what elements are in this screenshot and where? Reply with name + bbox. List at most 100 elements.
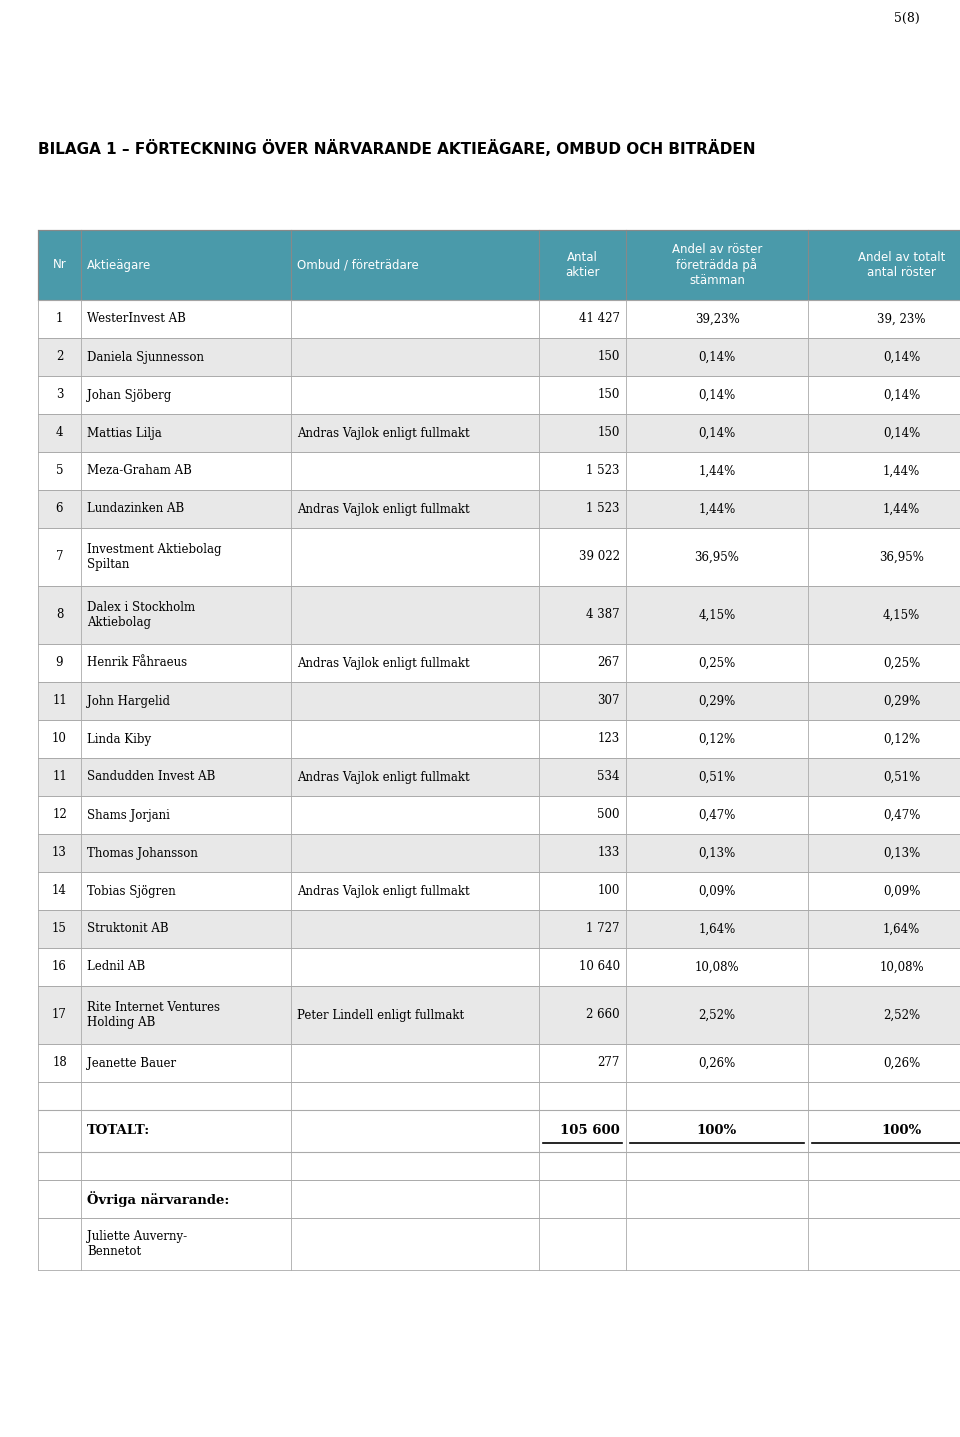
Text: 0,14%: 0,14% (883, 388, 920, 401)
Text: 2,52%: 2,52% (699, 1009, 735, 1022)
Bar (38, 300, 960, 338)
Text: Jeanette Bauer: Jeanette Bauer (87, 1056, 176, 1069)
Text: 0,14%: 0,14% (883, 427, 920, 440)
Text: 0,09%: 0,09% (883, 885, 921, 898)
Text: Linda Kiby: Linda Kiby (87, 733, 151, 746)
Text: 5(8): 5(8) (895, 11, 920, 24)
Bar (38, 910, 960, 948)
Text: 0,14%: 0,14% (698, 427, 735, 440)
Text: 10: 10 (52, 733, 67, 746)
Text: 39, 23%: 39, 23% (877, 312, 925, 326)
Text: 4 387: 4 387 (587, 608, 620, 621)
Text: 17: 17 (52, 1009, 67, 1022)
Text: 150: 150 (598, 388, 620, 401)
Text: 123: 123 (598, 733, 620, 746)
Bar (38, 757, 960, 796)
Bar (38, 586, 960, 644)
Bar (38, 1082, 960, 1109)
Text: 11: 11 (52, 694, 67, 707)
Text: 500: 500 (597, 809, 620, 822)
Text: Andras Vajlok enligt fullmakt: Andras Vajlok enligt fullmakt (297, 885, 469, 898)
Text: 0,14%: 0,14% (698, 388, 735, 401)
Text: Meza-Graham AB: Meza-Graham AB (87, 464, 192, 477)
Text: 0,47%: 0,47% (883, 809, 921, 822)
Text: 1 523: 1 523 (587, 464, 620, 477)
Text: 150: 150 (598, 427, 620, 440)
Bar (38, 644, 960, 683)
Text: 41 427: 41 427 (579, 312, 620, 326)
Text: 0,12%: 0,12% (699, 733, 735, 746)
Text: TOTALT:: TOTALT: (87, 1125, 151, 1138)
Text: Sandudden Invest AB: Sandudden Invest AB (87, 770, 215, 783)
Bar (38, 1045, 960, 1082)
Text: 267: 267 (598, 657, 620, 670)
Text: 7: 7 (56, 550, 63, 563)
Text: 2 660: 2 660 (587, 1009, 620, 1022)
Text: 534: 534 (597, 770, 620, 783)
Text: 0,51%: 0,51% (883, 770, 920, 783)
Text: Övriga närvarande:: Övriga närvarande: (87, 1191, 229, 1207)
Text: 10 640: 10 640 (579, 960, 620, 973)
Text: 13: 13 (52, 846, 67, 859)
Text: Antal
aktier: Antal aktier (565, 251, 600, 279)
Text: 1: 1 (56, 312, 63, 326)
Text: 2,52%: 2,52% (883, 1009, 920, 1022)
Text: Henrik Fåhraeus: Henrik Fåhraeus (87, 657, 187, 670)
Text: Rite Internet Ventures
Holding AB: Rite Internet Ventures Holding AB (87, 1002, 220, 1029)
Text: 12: 12 (52, 809, 67, 822)
Text: 1,44%: 1,44% (698, 503, 735, 516)
Text: Daniela Sjunnesson: Daniela Sjunnesson (87, 351, 204, 364)
Text: 307: 307 (597, 694, 620, 707)
Text: 1,44%: 1,44% (883, 503, 920, 516)
Text: 2: 2 (56, 351, 63, 364)
Text: 4,15%: 4,15% (883, 608, 920, 621)
Text: Mattias Lilja: Mattias Lilja (87, 427, 161, 440)
Text: Nr: Nr (53, 259, 66, 272)
Text: Dalex i Stockholm
Aktiebolag: Dalex i Stockholm Aktiebolag (87, 601, 195, 629)
Bar (38, 948, 960, 986)
Text: 39 022: 39 022 (579, 550, 620, 563)
Text: 0,47%: 0,47% (698, 809, 735, 822)
Text: Lednil AB: Lednil AB (87, 960, 145, 973)
Text: Andras Vajlok enligt fullmakt: Andras Vajlok enligt fullmakt (297, 770, 469, 783)
Text: 36,95%: 36,95% (879, 550, 924, 563)
Text: John Hargelid: John Hargelid (87, 694, 170, 707)
Text: 10,08%: 10,08% (879, 960, 924, 973)
Text: BILAGA 1 – FÖRTECKNING ÖVER NÄRVARANDE AKTIEÄGARE, OMBUD OCH BITRÄDEN: BILAGA 1 – FÖRTECKNING ÖVER NÄRVARANDE A… (38, 139, 756, 157)
Text: Investment Aktiebolag
Spiltan: Investment Aktiebolag Spiltan (87, 543, 222, 570)
Text: Johan Sjöberg: Johan Sjöberg (87, 388, 171, 401)
Bar (38, 414, 960, 453)
Text: 0,12%: 0,12% (883, 733, 920, 746)
Text: Peter Lindell enligt fullmakt: Peter Lindell enligt fullmakt (297, 1009, 464, 1022)
Text: Thomas Johansson: Thomas Johansson (87, 846, 198, 859)
Text: 5: 5 (56, 464, 63, 477)
Text: 100%: 100% (697, 1125, 737, 1138)
Text: 100%: 100% (881, 1125, 922, 1138)
Text: 105 600: 105 600 (561, 1125, 620, 1138)
Text: 18: 18 (52, 1056, 67, 1069)
Text: 133: 133 (598, 846, 620, 859)
Text: Shams Jorjani: Shams Jorjani (87, 809, 170, 822)
Text: Andras Vajlok enligt fullmakt: Andras Vajlok enligt fullmakt (297, 503, 469, 516)
Text: 1 523: 1 523 (587, 503, 620, 516)
Text: 10,08%: 10,08% (695, 960, 739, 973)
Text: 0,26%: 0,26% (883, 1056, 920, 1069)
Bar (38, 376, 960, 414)
Text: 15: 15 (52, 923, 67, 935)
Text: 1,44%: 1,44% (698, 464, 735, 477)
Bar (38, 453, 960, 490)
Text: 4: 4 (56, 427, 63, 440)
Bar (38, 796, 960, 833)
Text: Tobias Sjögren: Tobias Sjögren (87, 885, 176, 898)
Text: 9: 9 (56, 657, 63, 670)
Text: 36,95%: 36,95% (695, 550, 739, 563)
Text: Lundazinken AB: Lundazinken AB (87, 503, 184, 516)
Text: 0,09%: 0,09% (698, 885, 735, 898)
Text: 1,64%: 1,64% (698, 923, 735, 935)
Bar (38, 1180, 960, 1219)
Text: 0,29%: 0,29% (698, 694, 735, 707)
Bar (38, 1109, 960, 1152)
Text: 0,25%: 0,25% (698, 657, 735, 670)
Text: 277: 277 (598, 1056, 620, 1069)
Text: 0,14%: 0,14% (883, 351, 920, 364)
